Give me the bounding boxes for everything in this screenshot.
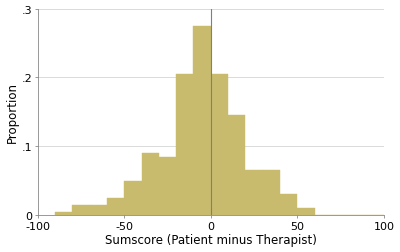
Bar (228, 116, 246, 215)
Bar (72, 205, 90, 215)
Bar (280, 195, 297, 215)
Bar (90, 205, 107, 215)
Bar (263, 171, 280, 215)
X-axis label: Sumscore (Patient minus Therapist): Sumscore (Patient minus Therapist) (105, 234, 317, 246)
Bar (297, 208, 315, 215)
Bar (194, 27, 211, 215)
Bar (142, 153, 159, 215)
Y-axis label: Proportion: Proportion (6, 82, 18, 143)
Bar (107, 198, 124, 215)
Bar (246, 171, 263, 215)
Bar (124, 181, 142, 215)
Bar (55, 212, 72, 215)
Bar (211, 75, 228, 215)
Bar (159, 157, 176, 215)
Bar (176, 75, 194, 215)
